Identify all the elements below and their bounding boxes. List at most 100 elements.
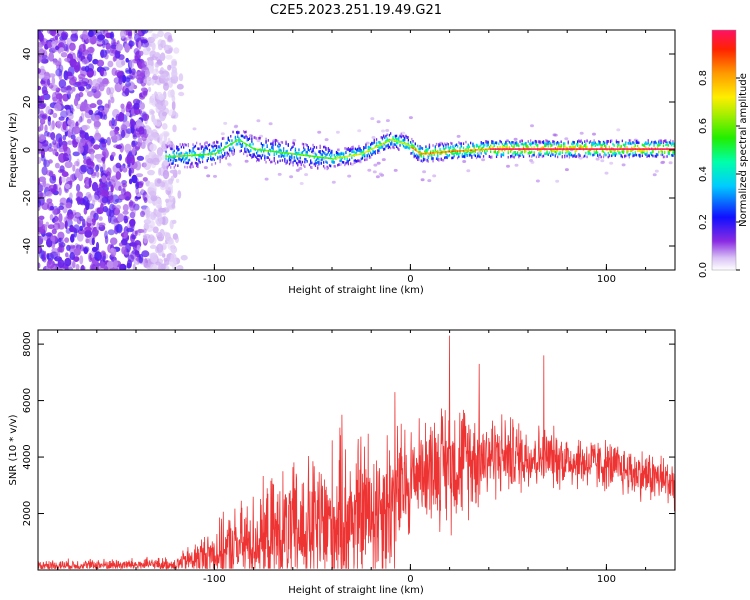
signal-core	[517, 148, 519, 150]
noise-cell	[114, 198, 123, 203]
signal-cell	[394, 143, 396, 147]
signal-core	[313, 155, 315, 158]
signal-core	[333, 157, 335, 160]
signal-cell	[614, 154, 616, 157]
signal-cell	[353, 150, 355, 154]
signal-core	[477, 149, 479, 151]
signal-cell	[507, 149, 509, 153]
noise-cell	[85, 191, 92, 199]
signal-cell	[558, 152, 560, 156]
noise-cell	[88, 109, 94, 115]
signal-cell	[190, 149, 192, 153]
noise-cell	[48, 52, 54, 62]
signal-cell	[185, 157, 187, 160]
noise-cell	[143, 219, 152, 225]
signal-cell	[219, 146, 221, 150]
signal-cell	[525, 141, 527, 145]
signal-cell	[665, 143, 667, 147]
signal-core	[618, 148, 620, 150]
signal-cell	[231, 149, 233, 153]
noise-cell	[46, 78, 51, 86]
signal-cell	[660, 139, 662, 143]
signal-cell	[577, 143, 579, 146]
signal-cell	[384, 136, 386, 140]
snr-background	[38, 330, 675, 570]
signal-cell	[490, 145, 492, 149]
signal-cell	[331, 149, 333, 153]
noise-cell	[125, 81, 132, 87]
signal-cell	[507, 139, 509, 143]
signal-cell	[306, 144, 308, 147]
colorbar-tick-label: 0.4	[698, 166, 709, 182]
noise-cell	[143, 262, 150, 268]
signal-core	[418, 151, 420, 154]
noise-cell	[47, 224, 55, 230]
noise-cell	[76, 183, 81, 192]
signal-cell	[304, 157, 306, 161]
signal-cell	[321, 149, 324, 153]
signal-cell	[520, 139, 522, 142]
signal-cell	[551, 149, 553, 153]
signal-cell	[391, 142, 393, 145]
signal-cell	[415, 153, 418, 157]
signal-core	[560, 148, 562, 150]
signal-cell	[375, 141, 378, 145]
colorbar-tick-label: 0.8	[698, 70, 709, 86]
signal-cell	[546, 150, 548, 153]
noise-cell	[62, 143, 68, 152]
signal-cell	[434, 145, 436, 148]
signal-cell	[400, 132, 402, 136]
signal-core	[414, 149, 416, 151]
signal-cell	[545, 144, 547, 148]
noise-cell	[385, 119, 390, 123]
signal-cell	[244, 136, 246, 139]
signal-cell	[192, 149, 194, 153]
signal-core	[539, 148, 541, 150]
colorbar-tick-label: 0.0	[698, 262, 709, 278]
noise-cell	[69, 42, 76, 51]
noise-cell	[57, 231, 65, 240]
signal-core	[311, 155, 313, 157]
signal-cell	[521, 142, 523, 146]
signal-cell	[572, 140, 574, 144]
signal-core	[248, 145, 251, 147]
signal-cell	[572, 142, 574, 146]
noise-cell	[171, 219, 177, 224]
signal-core	[167, 155, 170, 158]
signal-core	[237, 139, 239, 141]
signal-cell	[497, 150, 499, 154]
noise-cell	[530, 160, 535, 164]
noise-cell	[123, 231, 128, 238]
signal-cell	[591, 142, 593, 145]
signal-core	[303, 154, 305, 156]
signal-core	[390, 139, 392, 141]
signal-cell	[578, 139, 580, 142]
signal-core	[234, 140, 237, 143]
noise-cell	[45, 232, 53, 237]
noise-cell	[91, 181, 99, 192]
signal-cell	[528, 154, 531, 158]
noise-cell	[68, 113, 74, 120]
signal-cell	[617, 141, 619, 144]
signal-core	[191, 154, 193, 157]
signal-cell	[199, 161, 201, 164]
signal-cell	[314, 159, 317, 163]
noise-cell	[68, 244, 76, 249]
signal-cell	[303, 146, 305, 149]
signal-cell	[661, 151, 663, 155]
signal-core	[662, 148, 665, 150]
signal-cell	[669, 139, 672, 143]
signal-cell	[425, 151, 427, 154]
signal-cell	[280, 149, 282, 153]
noise-cell	[38, 85, 42, 91]
signal-cell	[559, 145, 561, 149]
signal-cell	[268, 148, 271, 152]
signal-core	[665, 148, 667, 150]
noise-cell	[64, 57, 71, 62]
signal-cell	[357, 147, 359, 151]
noise-cell	[129, 199, 134, 207]
signal-core	[246, 144, 248, 146]
noise-cell	[73, 256, 80, 262]
signal-cell	[321, 158, 324, 161]
signal-cell	[177, 148, 179, 152]
